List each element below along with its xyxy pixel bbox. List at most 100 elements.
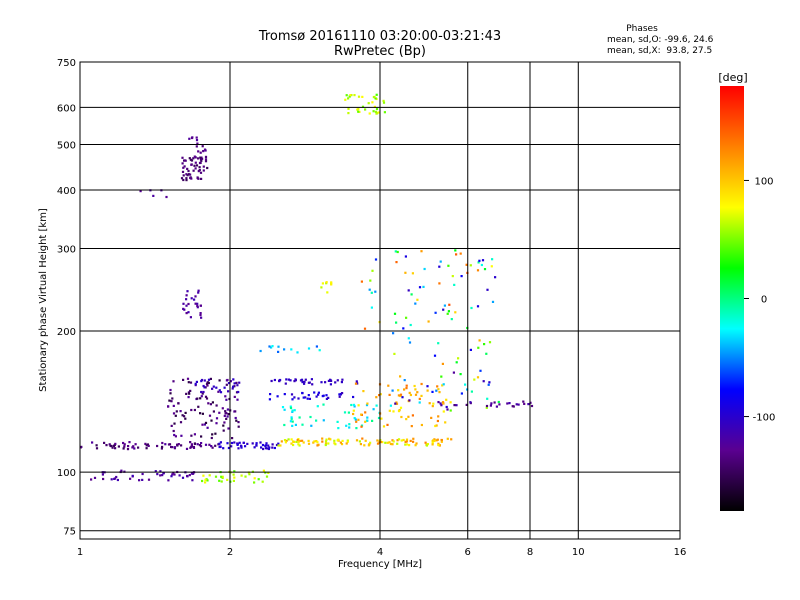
data-point	[373, 105, 376, 108]
data-point	[431, 390, 434, 393]
data-point	[211, 433, 214, 436]
data-point	[223, 386, 226, 389]
data-point	[255, 443, 258, 446]
data-point	[176, 443, 179, 446]
data-point	[206, 381, 210, 384]
data-point	[210, 445, 213, 448]
data-point	[218, 411, 221, 414]
data-point	[128, 441, 131, 444]
scatter-points	[79, 93, 534, 484]
data-point	[438, 282, 441, 285]
data-point	[349, 94, 352, 97]
data-point	[172, 404, 175, 407]
data-point	[320, 381, 323, 384]
data-point	[203, 423, 206, 426]
data-point	[167, 405, 170, 408]
data-point	[459, 252, 462, 255]
data-point	[179, 421, 183, 424]
data-point	[131, 474, 134, 477]
x-tick-label: 2	[227, 547, 233, 558]
data-point	[530, 404, 534, 408]
data-point	[219, 441, 222, 444]
data-point	[259, 441, 262, 444]
data-point	[352, 403, 356, 406]
data-point	[343, 411, 347, 414]
data-point	[291, 410, 294, 413]
data-point	[338, 395, 341, 398]
data-point	[189, 441, 192, 444]
data-point	[226, 415, 229, 418]
data-point	[231, 437, 234, 440]
colorbar-label: [deg]	[718, 71, 747, 84]
data-point	[293, 409, 296, 412]
data-point	[218, 379, 221, 382]
data-point	[236, 398, 239, 401]
data-point	[372, 96, 375, 99]
data-point	[414, 393, 418, 396]
data-point	[437, 388, 440, 391]
data-point	[291, 398, 294, 401]
data-point	[407, 337, 410, 340]
data-point	[476, 269, 480, 272]
data-point	[424, 441, 427, 444]
data-point	[204, 395, 208, 398]
data-point	[469, 401, 472, 404]
data-point	[389, 404, 392, 407]
data-point	[268, 398, 271, 401]
data-point	[426, 385, 429, 388]
data-point	[432, 439, 435, 442]
data-point	[420, 382, 423, 386]
data-point	[189, 158, 192, 161]
data-point	[316, 405, 319, 408]
data-point	[186, 474, 189, 478]
data-point	[207, 402, 210, 405]
data-point	[338, 393, 341, 396]
data-point	[129, 477, 132, 480]
data-point	[488, 381, 491, 384]
data-point	[402, 438, 405, 442]
data-point	[386, 423, 389, 426]
data-point	[418, 286, 422, 289]
data-point	[185, 447, 189, 450]
data-point	[199, 171, 203, 174]
data-point	[360, 280, 363, 283]
data-point	[284, 382, 287, 385]
data-point	[387, 384, 390, 387]
data-point	[437, 342, 440, 345]
data-point	[139, 190, 142, 193]
data-point	[486, 397, 489, 400]
data-point	[211, 387, 214, 390]
data-point	[491, 258, 494, 261]
data-point	[141, 478, 144, 481]
data-point	[232, 473, 235, 476]
x-tick-label: 10	[572, 547, 585, 558]
data-point	[497, 400, 500, 404]
data-point	[193, 433, 196, 436]
data-point	[374, 258, 378, 261]
data-point	[145, 447, 148, 450]
data-point	[339, 393, 342, 396]
data-point	[182, 166, 185, 169]
data-point	[226, 478, 229, 481]
data-point	[317, 443, 320, 446]
data-point	[397, 410, 401, 413]
data-point	[159, 474, 162, 477]
data-point	[517, 403, 520, 406]
data-point	[141, 472, 144, 476]
data-point	[304, 378, 307, 381]
data-point	[302, 441, 305, 444]
data-point	[396, 442, 399, 445]
stats-line-o: mean, sd,O: -99.6, 24.6	[607, 35, 714, 45]
data-point	[170, 400, 173, 403]
data-point	[109, 444, 112, 447]
data-point	[374, 290, 377, 293]
data-point	[405, 316, 408, 319]
data-point	[399, 393, 403, 396]
data-point	[296, 351, 299, 354]
data-point	[325, 394, 328, 397]
stats-header: Phases	[626, 24, 658, 34]
data-point	[152, 194, 155, 197]
data-point	[301, 391, 304, 395]
data-point	[181, 476, 185, 479]
data-point	[202, 390, 205, 394]
